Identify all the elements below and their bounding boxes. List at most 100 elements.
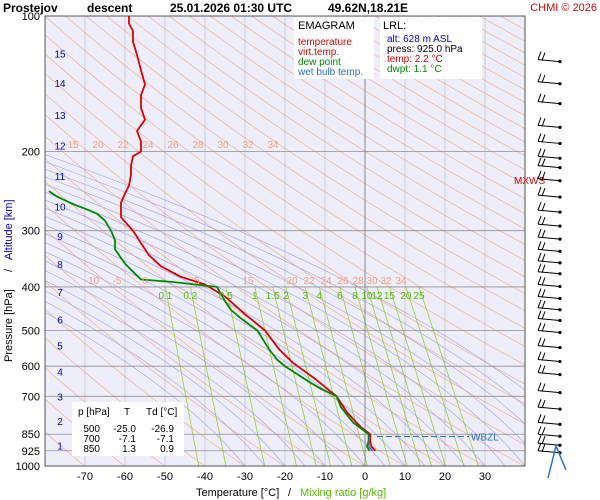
wind-barb-flag <box>541 134 546 143</box>
wind-barb-flag <box>537 351 542 360</box>
legend-temperature: temperature <box>298 37 352 48</box>
station-coords: 49.62N,18.21E <box>328 1 408 15</box>
dry-adiabat-line <box>45 16 525 347</box>
wind-barb <box>537 345 561 349</box>
adiabat-label: 28 <box>192 140 204 151</box>
table-header-p: p [hPa] <box>78 407 110 418</box>
mixing-ratio-label: 25 <box>413 291 425 302</box>
wind-barb-dot <box>558 345 562 350</box>
wind-barb-dot <box>558 237 562 241</box>
lrl-press: press: 925.0 hPa <box>387 44 463 55</box>
wind-barb-flag <box>537 442 542 451</box>
moist-adiabat-line <box>45 154 525 391</box>
adiabat-label: 28 <box>352 276 364 287</box>
wind-barb-dot <box>558 141 562 146</box>
wind-barb-flag <box>541 118 546 127</box>
wind-barb-dot <box>558 60 562 64</box>
wind-barb-dot <box>558 261 562 265</box>
wind-barb <box>537 317 561 321</box>
adiabat-label: 26 <box>337 276 349 287</box>
wind-barb-flag <box>541 52 546 61</box>
wind-barb-dot <box>558 156 562 160</box>
altitude-tick-label: 5 <box>57 342 63 353</box>
wind-barb-flag <box>541 383 546 392</box>
wind-barb <box>537 359 561 363</box>
wind-barb-flag <box>541 202 546 212</box>
wind-barb <box>537 223 561 227</box>
y-axis-title-altitude: Altitude [km] <box>3 199 15 260</box>
adiabat-label: 0 <box>142 276 148 287</box>
wind-barb <box>537 390 561 394</box>
wind-barb <box>537 450 561 454</box>
wind-barb <box>537 433 561 437</box>
adiabat-label: 30 <box>366 276 378 287</box>
dry-adiabat-line <box>85 16 525 312</box>
wind-barb-flag <box>537 170 542 179</box>
mixing-ratio-line <box>366 286 421 466</box>
wind-barb-flag <box>537 228 542 238</box>
adiabat-label: 30 <box>217 140 229 151</box>
wind-barb <box>537 248 561 252</box>
lrl-alt: alt: 628 m ASL <box>387 34 452 45</box>
adiabat-label: 24 <box>142 140 154 151</box>
lrl-box: LRL: alt: 628 m ASL press: 925.0 hPa tem… <box>380 17 482 79</box>
wind-barb-flag <box>541 338 546 347</box>
adiabat-label: 34 <box>395 276 407 287</box>
adiabat-label: 22 <box>117 140 129 151</box>
wind-barb-flag <box>537 93 542 102</box>
wind-barb-flag <box>541 158 546 167</box>
wind-barb-flag <box>541 187 546 197</box>
wind-barb <box>537 209 561 213</box>
table-header-td: Td [°C] <box>146 407 177 418</box>
x-axis-title-mixing: Mixing ratio [g/kg] <box>300 487 386 499</box>
dew-point-profile <box>48 190 371 452</box>
wind-barb-dot <box>558 372 562 377</box>
wind-barb-flag <box>541 253 546 263</box>
mixing-ratio-label: 2 <box>283 291 289 302</box>
wind-barb-flag <box>541 171 546 180</box>
wind-barb-flag <box>541 311 546 320</box>
mxws-label: MXWS <box>514 176 545 187</box>
altitude-tick-label: 12 <box>54 142 66 153</box>
wind-barb-dot <box>558 284 562 289</box>
temperature-tick-label: 30 <box>479 471 491 483</box>
pressure-tick-label: 700 <box>22 391 40 403</box>
wind-barb <box>537 330 561 334</box>
sounding-mode: descent <box>87 1 132 15</box>
table-cell: -7.1 <box>119 434 137 445</box>
table-cell: 1.3 <box>122 444 136 455</box>
wind-barb-dot <box>558 422 562 426</box>
wind-barb <box>537 372 561 376</box>
pressure-tick-label: 100 <box>22 11 40 23</box>
wind-barb <box>537 155 561 159</box>
dry-adiabat-line <box>45 34 525 366</box>
altitude-tick-label: 9 <box>57 232 63 243</box>
mixing-ratio-line <box>304 286 353 466</box>
pressure-tick-label: 300 <box>22 226 40 238</box>
wind-barb-flag <box>541 216 546 226</box>
adiabat-label: -5 <box>113 276 122 287</box>
profiles <box>48 16 377 452</box>
x-axis-title: Temperature [°C] <box>196 487 279 499</box>
adiabat-label: 32 <box>242 140 254 151</box>
copyright: CHMI © 2026 <box>530 2 597 14</box>
altitude-tick-label: 11 <box>55 172 66 183</box>
mixing-ratio-line <box>285 286 332 466</box>
adiabat-label: 22 <box>303 276 315 287</box>
wind-barb <box>537 59 561 63</box>
wind-barb-flag <box>537 215 542 225</box>
wind-barb-dot <box>558 249 562 253</box>
wind-barb-dot <box>558 102 562 106</box>
y-axis-title: Pressure [hPa] <box>3 289 15 362</box>
wind-barb-dot <box>558 179 562 183</box>
wind-barb-flag <box>541 300 546 309</box>
mixing-ratio-label: 1 <box>252 291 258 302</box>
wind-barb <box>537 194 561 198</box>
wind-barb-flag <box>537 186 542 196</box>
mixing-ratio-label: 4 <box>316 291 322 302</box>
temperature-tick-label: 0 <box>362 471 368 483</box>
wind-barb-flag <box>541 352 546 361</box>
wind-barb-flag <box>537 241 542 250</box>
wind-barb-flag <box>541 323 546 332</box>
